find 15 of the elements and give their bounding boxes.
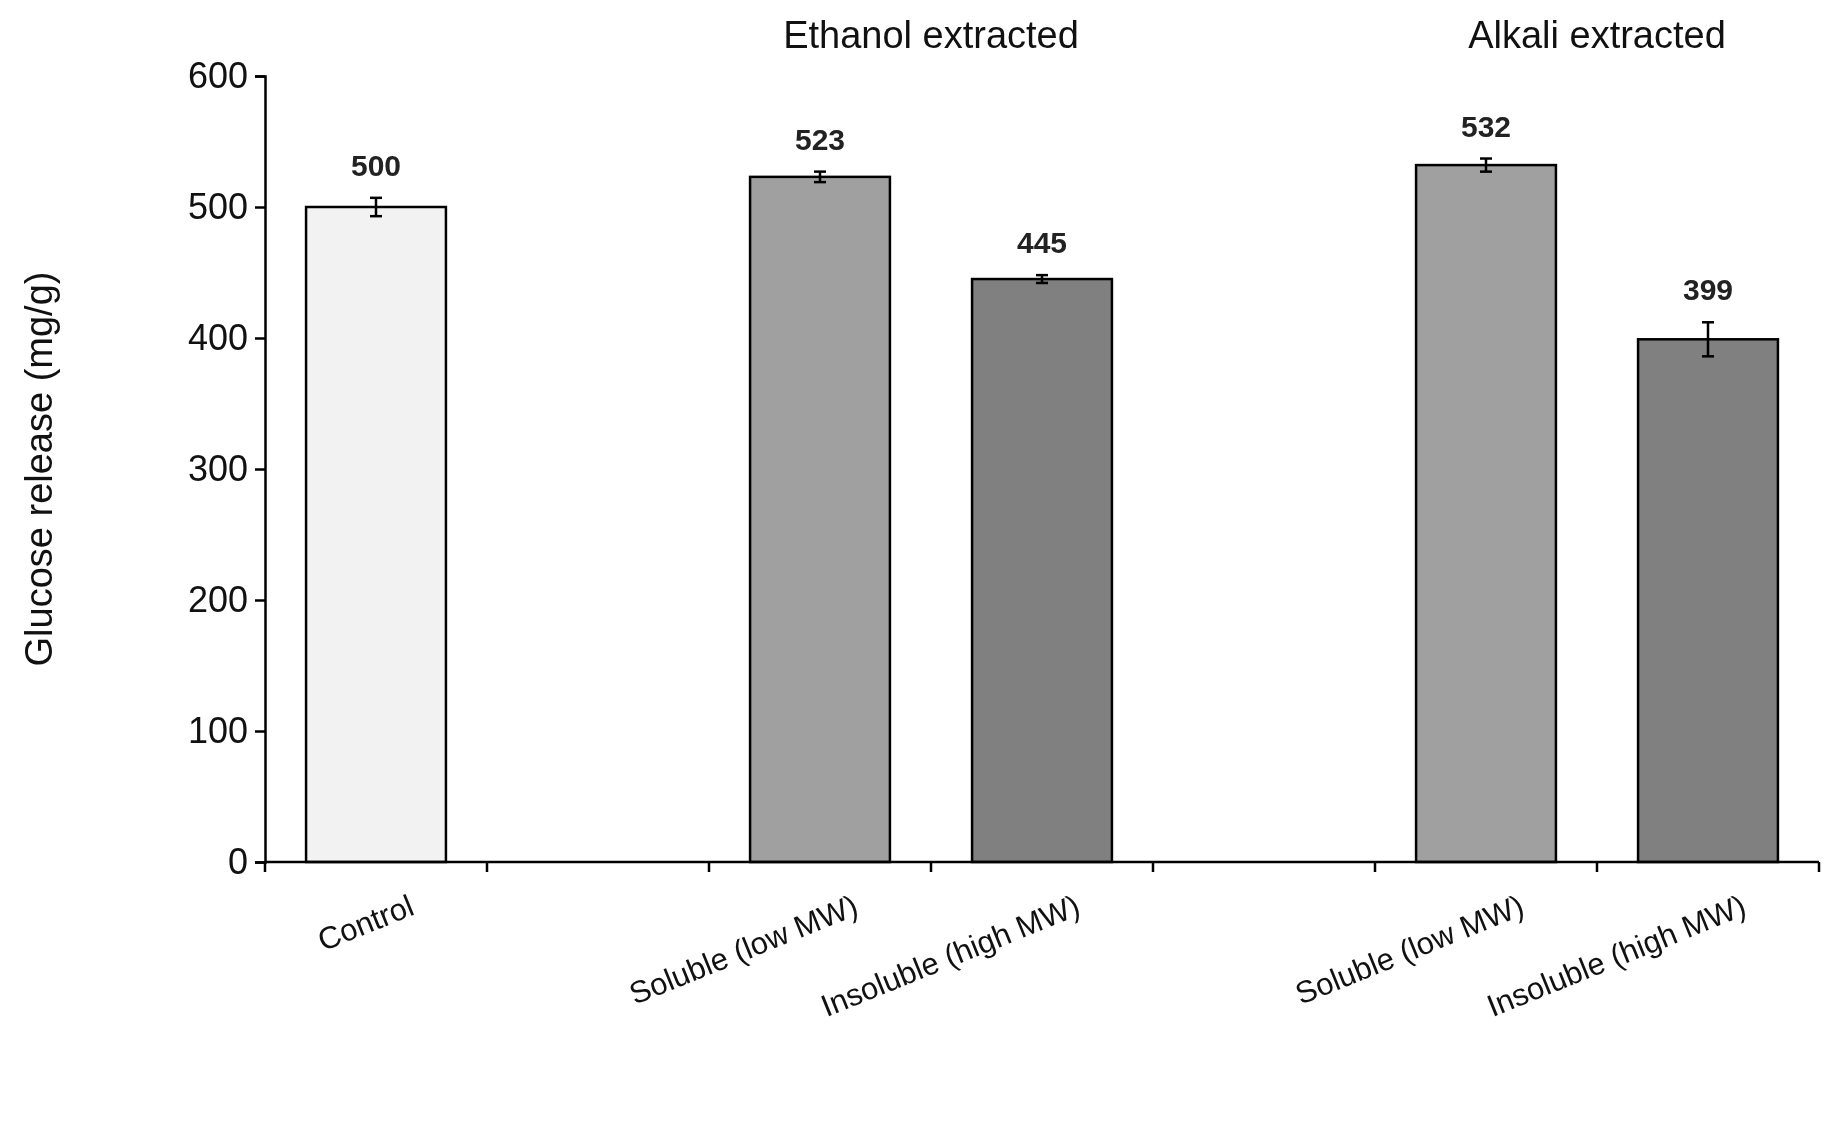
data-label: 399 — [1682, 273, 1734, 307]
y-axis-title: Glucose release (mg/g) — [18, 271, 60, 667]
text: Ethanol extracted — [783, 14, 1079, 56]
y-tick-label: 600 — [187, 55, 248, 97]
text: Alkali extracted — [1468, 14, 1726, 56]
data-label: 532 — [1460, 109, 1512, 143]
y-tick-label: 0 — [227, 841, 248, 883]
y-tick-label: 500 — [187, 186, 248, 228]
y-tick-label: 100 — [187, 710, 248, 752]
y-tick-label: 400 — [187, 317, 248, 359]
data-label: 523 — [794, 122, 846, 156]
data-label: 500 — [350, 148, 402, 182]
y-tick-label: 200 — [187, 579, 248, 621]
y-tick-label: 300 — [187, 448, 248, 490]
data-label: 445 — [1016, 226, 1068, 260]
